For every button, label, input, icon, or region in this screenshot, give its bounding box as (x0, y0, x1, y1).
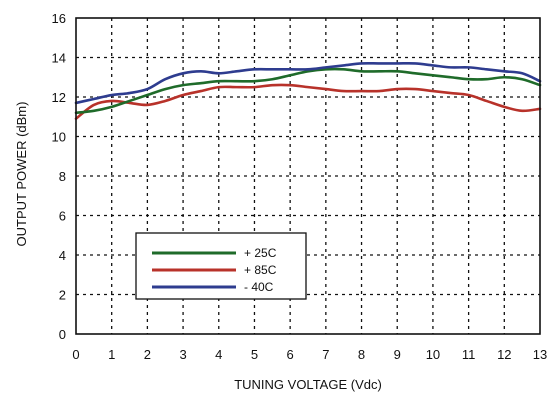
y-tick-label: 14 (52, 51, 66, 66)
x-tick-label: 6 (287, 347, 294, 362)
y-tick-label: 4 (59, 248, 66, 263)
y-tick-label: 2 (59, 288, 66, 303)
x-tick-label: 4 (215, 347, 222, 362)
y-tick-label: 6 (59, 209, 66, 224)
series-lines (74, 61, 542, 121)
x-tick-label: 12 (497, 347, 511, 362)
plot-frame (75, 17, 541, 335)
y-tick-labels: 0 2 4 6 8 10 12 14 16 (52, 11, 66, 342)
series-line-3 (74, 61, 542, 105)
x-tick-label: 2 (144, 347, 151, 362)
x-axis-title: TUNING VOLTAGE (Vdc) (234, 377, 382, 392)
x-tick-label: 8 (358, 347, 365, 362)
y-tick-label: 10 (52, 130, 66, 145)
legend-label: - 40C (244, 280, 274, 294)
x-tick-label: 7 (322, 347, 329, 362)
x-tick-label: 3 (179, 347, 186, 362)
y-tick-label: 0 (59, 327, 66, 342)
legend-label: + 85C (244, 263, 277, 277)
y-tick-label: 8 (59, 169, 66, 184)
legend-label: + 25C (244, 246, 277, 260)
x-tick-label: 13 (533, 347, 547, 362)
y-tick-label: 16 (52, 11, 66, 26)
x-tick-label: 0 (72, 347, 79, 362)
x-tick-label: 10 (426, 347, 440, 362)
y-axis-title: OUTPUT POWER (dBm) (14, 102, 29, 247)
x-tick-labels: 0 1 2 3 4 5 6 7 8 9 10 11 12 13 (72, 347, 547, 362)
x-tick-label: 1 (108, 347, 115, 362)
legend-box (135, 232, 307, 300)
series-line-1 (74, 67, 542, 115)
series-line-2 (74, 83, 542, 121)
x-tick-label: 11 (462, 347, 476, 362)
y-tick-label: 12 (52, 90, 66, 105)
x-tick-label: 9 (394, 347, 401, 362)
x-tick-label: 5 (251, 347, 258, 362)
legend: + 25C + 85C - 40C (135, 232, 307, 300)
